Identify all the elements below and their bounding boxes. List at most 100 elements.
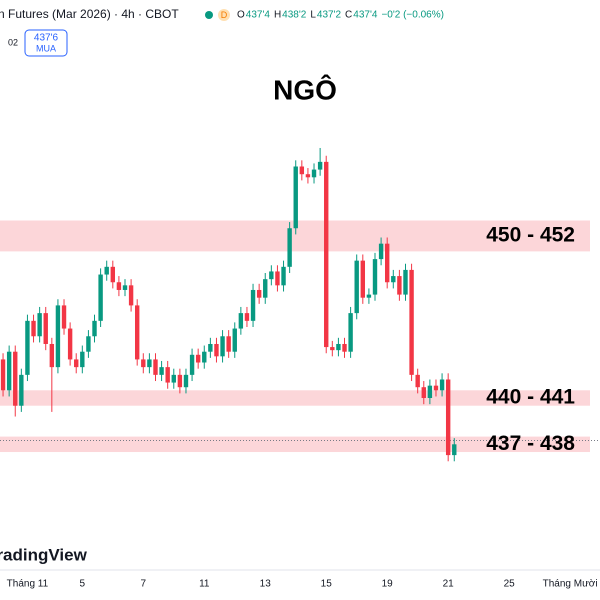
candle-body <box>6 351 12 391</box>
ohlc-label: C <box>345 10 352 21</box>
candle-body <box>214 343 219 357</box>
candle-body <box>263 279 268 298</box>
candle-body <box>153 359 158 375</box>
candle-body <box>384 243 390 283</box>
candle-body <box>360 260 366 298</box>
candle-body <box>232 328 237 352</box>
candle-body <box>238 313 244 329</box>
candle-body <box>165 367 170 383</box>
buy-price: 437'6 <box>34 33 59 44</box>
candle-body <box>409 269 414 375</box>
candle-body <box>147 359 152 368</box>
x-tick-label: 19 <box>382 579 394 590</box>
candle-body <box>141 359 146 368</box>
candle-body <box>317 161 323 170</box>
buy-button[interactable] <box>24 29 68 57</box>
zone-label: 450 - 452 <box>486 223 575 246</box>
candle-body <box>43 313 48 344</box>
candle-body <box>452 444 457 456</box>
row2: 02 <box>8 37 18 47</box>
candle-body <box>208 343 213 352</box>
candle-body <box>189 354 195 375</box>
zone-label: 437 - 438 <box>486 432 575 455</box>
candle-body <box>336 343 341 351</box>
candle-body <box>415 374 420 388</box>
status-dot <box>205 11 213 19</box>
ohlc: O 437'4 H 438'2 L 437'2 C 437'4 −0'2 (−0.06%) <box>237 10 444 21</box>
candle-body <box>177 374 183 388</box>
x-tick-label: Tháng Mười <box>543 579 598 590</box>
candle-body <box>269 271 274 280</box>
candle-body <box>220 336 225 357</box>
candle-body <box>92 320 97 337</box>
candle-body <box>244 313 250 321</box>
candle-body <box>311 169 317 178</box>
zone-label: 440 - 441 <box>486 386 575 409</box>
ohlc-value: 438'2 <box>282 10 307 21</box>
candle-body <box>183 374 189 388</box>
x-tick-label: 11 <box>199 579 210 590</box>
candle-body <box>116 282 122 290</box>
ohlc-value: 437'4 <box>246 10 271 21</box>
candle-body <box>354 260 359 314</box>
candle-body <box>421 387 426 399</box>
candle-body <box>171 374 176 383</box>
candle-body <box>433 385 439 391</box>
candle-body <box>250 289 256 321</box>
candle-body <box>202 351 207 363</box>
candle-body <box>37 313 42 337</box>
candle-body <box>61 305 67 329</box>
badge-bg <box>218 9 230 21</box>
candle-body <box>397 276 402 295</box>
x-tick-label: Tháng 11 <box>7 579 49 590</box>
candle-body <box>74 359 79 368</box>
candle-body <box>366 294 372 298</box>
candle-body <box>275 271 280 286</box>
candle-body <box>226 336 231 352</box>
x-tick-label: 7 <box>141 579 147 590</box>
x-tick-label: 5 <box>80 579 86 590</box>
candle-body <box>305 174 311 178</box>
candle-body <box>0 359 6 391</box>
symbol: n Futures (Mar 2026) · 4h · CBOT <box>0 7 179 21</box>
candle-body <box>330 347 335 351</box>
ohlc-label: H <box>274 10 281 21</box>
ohlc-value: 437'2 <box>317 10 342 21</box>
x-tick-label: 15 <box>321 579 333 590</box>
watermark: TradingView <box>0 545 88 564</box>
candle-body <box>159 367 164 375</box>
candle-body <box>324 161 329 348</box>
candle-body <box>299 166 305 175</box>
change: −0'2 (−0.06%) <box>381 10 444 21</box>
x-tick-label: 21 <box>443 579 455 590</box>
candle-body <box>445 379 451 456</box>
x-tick-label: 13 <box>260 579 272 590</box>
candle-body <box>98 274 103 321</box>
candle-body <box>293 166 298 229</box>
candle-body <box>49 343 55 368</box>
candle-body <box>122 285 128 290</box>
candle-body <box>378 243 384 260</box>
candle-body <box>25 320 30 375</box>
candle-body <box>195 354 201 363</box>
candle-body <box>403 269 408 295</box>
candle-body <box>256 289 262 298</box>
badge: D <box>221 10 228 20</box>
chart-title: NGÔ <box>273 73 337 105</box>
buy-label: MUA <box>36 43 56 53</box>
candle-body <box>80 351 85 368</box>
candle-body <box>134 305 140 360</box>
candle-body <box>391 276 396 283</box>
candle-body <box>31 320 36 337</box>
candle-body <box>13 351 18 406</box>
candle-body <box>86 336 91 352</box>
candle-body <box>439 379 445 391</box>
candle-body <box>19 374 24 406</box>
candle-body <box>128 285 134 306</box>
ohlc-label: O <box>237 10 245 21</box>
x-tick-label: 25 <box>504 579 516 590</box>
candle-body <box>67 328 73 360</box>
candle-body <box>348 313 353 352</box>
candle-body <box>55 305 61 368</box>
